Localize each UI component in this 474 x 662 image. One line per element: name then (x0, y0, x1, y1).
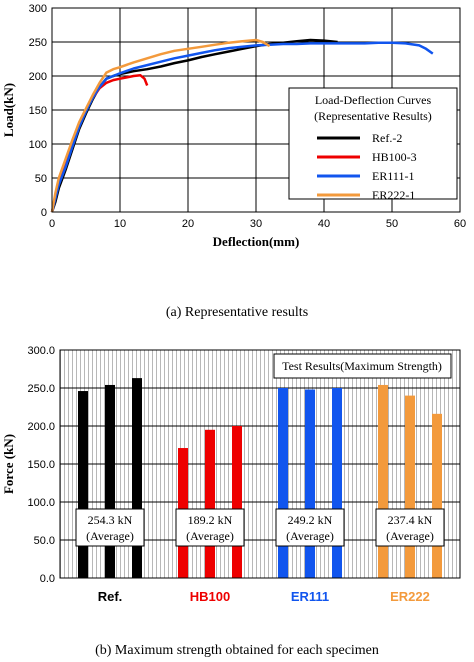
bar-hb100 (205, 429, 215, 578)
x-axis-label-a: Deflection(mm) (213, 234, 300, 249)
category-label: Ref. (98, 589, 123, 604)
x-tick-label: 10 (114, 218, 126, 230)
y-axis-label-b: Force (kN) (1, 434, 16, 494)
average-annotations: 254.3 kN (Average) 189.2 kN (Average) 249.2 … (75, 508, 445, 547)
bar-er222 (432, 413, 442, 578)
average-caption: (Average) (186, 529, 234, 543)
y-tick-label: 300 (29, 3, 47, 15)
y-tick-label: 250.0 (27, 383, 55, 395)
bar-er111 (305, 389, 315, 578)
average-box (275, 508, 345, 547)
average-value: 254.3 kN (88, 513, 133, 527)
category-labels: Ref. HB100 ER111 ER222 (98, 589, 430, 604)
y-tick-label: 150 (29, 105, 47, 117)
bar-ref (78, 391, 88, 578)
series-line-er222-1 (50, 38, 271, 213)
y-tick-label: 100.0 (27, 497, 55, 509)
legend-a: Load-Deflection Curves (Representative R… (288, 87, 458, 202)
y-tick-label: 50 (35, 173, 47, 185)
plot-frame-b (59, 349, 461, 579)
legend-items-a: Ref.-2 HB100-3 ER111-1 ER222-1 (317, 131, 417, 202)
average-caption: (Average) (86, 529, 134, 543)
x-tick-label: 0 (49, 218, 55, 230)
y-tick-label: 50.0 (34, 535, 55, 547)
ticks-b: 0.0 50.0 100.0 150.0 200.0 250.0 300.0 (27, 345, 55, 585)
category-label: HB100 (190, 589, 230, 604)
legend-subtitle: (Representative Results) (314, 109, 432, 123)
x-tick-label: 60 (454, 218, 466, 230)
bar-er222 (405, 395, 415, 578)
x-tick-label: 40 (318, 218, 330, 230)
y-tick-label: 200 (29, 71, 47, 83)
x-tick-label: 30 (250, 218, 262, 230)
ticks-a: 0 10 20 30 40 50 60 0 50 100 150 200 250 300 (29, 3, 466, 230)
bar-hb100 (232, 426, 242, 578)
load-deflection-chart: 0 10 20 30 40 50 60 0 50 100 150 200 250 300 Deflecti… (1, 3, 466, 320)
legend-label: HB100-3 (372, 150, 417, 164)
bar-ref (105, 384, 115, 578)
average-box (175, 508, 245, 547)
plot-frame-a (51, 7, 461, 213)
caption-b: (b) Maximum strength obtained for each s… (95, 643, 379, 658)
series-lines-a (50, 38, 434, 213)
legend-box-a (288, 87, 458, 200)
legend-title: Load-Deflection Curves (315, 93, 432, 107)
y-axis-label-a: Load(kN) (1, 83, 16, 137)
legend-label: ER111-1 (372, 169, 414, 183)
average-box (375, 508, 445, 547)
legend-text-b: Test Results(Maximum Strength) (282, 359, 442, 373)
series-line-er111-1 (50, 41, 434, 213)
maximum-strength-chart: 0.0 50.0 100.0 150.0 200.0 250.0 300.0 Force (… (1, 345, 461, 658)
average-value: 237.4 kN (388, 513, 433, 527)
bar-er222 (378, 384, 388, 578)
average-caption: (Average) (286, 529, 334, 543)
category-label: ER111 (291, 589, 329, 604)
caption-a: (a) Representative results (166, 305, 308, 320)
y-tick-label: 0.0 (40, 573, 55, 585)
bar-er111 (278, 388, 288, 578)
legend-box-b (273, 353, 452, 379)
y-tick-label: 300.0 (27, 345, 55, 357)
y-tick-label: 100 (29, 139, 47, 151)
average-caption: (Average) (386, 529, 434, 543)
legend-label: Ref.-2 (372, 131, 402, 145)
average-box (75, 508, 145, 547)
legend-label: ER222-1 (372, 188, 415, 202)
y-tick-label: 200.0 (27, 421, 55, 433)
x-tick-label: 20 (182, 218, 194, 230)
x-tick-label: 50 (386, 218, 398, 230)
category-label: ER222 (390, 589, 430, 604)
y-tick-label: 0 (41, 207, 47, 219)
bar-er111 (332, 388, 342, 578)
bar-ref (132, 378, 142, 578)
y-tick-label: 150.0 (27, 459, 55, 471)
average-value: 249.2 kN (288, 513, 333, 527)
y-tick-label: 250 (29, 37, 47, 49)
average-value: 189.2 kN (188, 513, 233, 527)
